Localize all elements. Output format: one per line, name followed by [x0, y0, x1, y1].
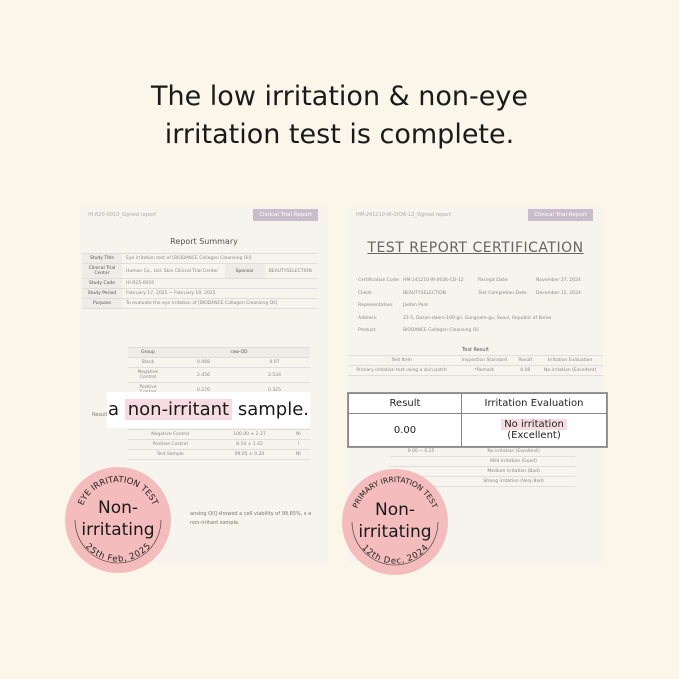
- badge-arc-bottom: 12th Dec, 2024: [360, 543, 431, 566]
- cell: HI-R25-0010: [122, 278, 317, 289]
- cell: *Remark: [455, 365, 514, 376]
- cell: 0.07: [239, 357, 310, 368]
- cell: 0.068: [168, 357, 239, 368]
- summary-table: Study Title Eye irritation test of [BIODA…: [82, 253, 317, 309]
- cell: Mild irritation (Good): [452, 456, 575, 467]
- cell: 99.65 ± 0.20: [212, 449, 287, 460]
- report-tag: Clinical Trial Report: [253, 209, 318, 221]
- cell: BEAUTYSELECTION: [264, 263, 317, 279]
- cell: Sponsor: [224, 263, 265, 279]
- report-code: HM-241210-IR-0036-12_Signed report: [356, 212, 452, 218]
- info-label: Address:: [358, 315, 378, 321]
- callout-text: sample.: [237, 399, 310, 420]
- badge-main-2: irritating: [81, 520, 155, 540]
- info-value: BIODANCE Collagen Cleansing Oil: [403, 328, 479, 333]
- badge-main-1: Non-: [97, 498, 139, 518]
- headline-line-1: The low irritation & non-eye: [151, 81, 528, 112]
- eye-irritation-badge: EYE IRRITATION TEST 25th Feb, 2025 Non-i…: [65, 467, 171, 573]
- info-value: BEAUTYSELECTION: [403, 290, 446, 296]
- cell: Human Co., Ltd. Skin Clinical Trial Cent…: [122, 263, 225, 279]
- non-irritant-callout: a non-irritant sample.: [107, 392, 310, 428]
- cell: 100.00 ± 2.27: [212, 429, 287, 440]
- cell: Negative Control: [128, 429, 213, 440]
- badge-main-1: Non-: [374, 500, 416, 520]
- info-label: Certification Code:: [358, 278, 400, 283]
- cell: Clinical Trial Center: [82, 263, 122, 279]
- evaluation-header: Irritation Evaluation: [461, 393, 607, 414]
- od-table: Group raw-OD Blank 0.068 0.07 Negative Cont…: [128, 347, 310, 398]
- result-callout: Result Irritation Evaluation 0.00 No irrit…: [347, 392, 608, 448]
- certificate-info: Certification Code: HM-241210-IR-0036-CD-…: [358, 275, 581, 338]
- badge-main-2: irritating: [358, 522, 432, 542]
- cell: 0.00: [513, 365, 538, 376]
- callout-text: a: [107, 399, 119, 420]
- headline: The low irritation & non-eye irritation …: [0, 78, 679, 154]
- test-result-table: Test Item Inspection Standard Result Irrita…: [348, 355, 603, 376]
- primary-irritation-badge: PRIMARY IRRITATION TEST 12th Dec, 2024 N…: [342, 469, 448, 575]
- result-value: 0.00: [348, 413, 462, 447]
- cell: To evaluate the eye irritation of [BIODA…: [122, 298, 317, 309]
- evaluation-highlight: No irritation: [501, 419, 567, 430]
- result-header: Result: [348, 393, 462, 414]
- cell: 0.00 ~ 0.25: [390, 446, 453, 457]
- cell: Positive Control: [128, 439, 213, 450]
- info-label: Representative:: [358, 303, 394, 308]
- cell: raw-OD: [168, 347, 310, 358]
- viability-table: Negative Control 100.00 ± 2.27 NI Positive…: [128, 429, 310, 460]
- info-value: 22-5, Dosan-daero 100-gil, Gangnam-gu, S…: [403, 315, 552, 321]
- info-label: Client:: [358, 290, 373, 296]
- info-label: Receipt Date:: [478, 278, 509, 283]
- conclusion: ansing Oil] showed a cell viability of 9…: [190, 511, 312, 526]
- svg-text:25th Feb, 2025: 25th Feb, 2025: [83, 542, 153, 565]
- cell: Inspection Standard: [455, 355, 514, 366]
- cell: NI: [286, 429, 310, 440]
- cell: Primary irritation test using a skin pat…: [348, 365, 456, 376]
- info-value: HM-241210-IR-0036-CD-12: [403, 278, 464, 283]
- info-label: Product:: [358, 328, 377, 333]
- cell: [390, 456, 453, 467]
- callout-highlight: non-irritant: [124, 399, 233, 420]
- cell: Test Item: [348, 355, 456, 366]
- test-result-label: Test Result: [462, 347, 489, 353]
- cell: February 17, 2025 ~ February 19, 2025: [122, 288, 317, 299]
- cell: 2.456: [168, 367, 239, 383]
- info-label: Test Completion Date:: [478, 290, 528, 296]
- svg-text:12th Dec, 2024: 12th Dec, 2024: [360, 543, 431, 566]
- cell: Purpose: [82, 298, 122, 309]
- cell: No irritation (Excellent): [537, 365, 603, 376]
- cell: Study Period: [82, 288, 122, 299]
- cell: Test Sample: [128, 449, 213, 460]
- cell: No irritation (Excellent): [452, 446, 575, 457]
- certificate-title: TEST REPORT CERTIFICATION: [367, 240, 584, 256]
- badge-arc-bottom: 25th Feb, 2025: [83, 542, 153, 565]
- report-code: HI-R25-0010_Signed report: [88, 212, 157, 218]
- cell: Strong irritation (Very Bad): [452, 476, 575, 487]
- cell: Medium irritation (Bad): [452, 466, 575, 477]
- headline-line-2: irritation test is complete.: [164, 119, 515, 150]
- cell: Negative Control: [128, 367, 168, 383]
- result-label: Result: [92, 412, 108, 418]
- evaluation-value: No irritation (Excellent): [461, 413, 607, 447]
- info-value: Jaebin Park: [403, 303, 428, 308]
- evaluation-grade: (Excellent): [507, 430, 561, 441]
- report-tag: Clinical Trial Report: [528, 209, 593, 221]
- cell: 8.54 ± 1.42: [212, 439, 287, 450]
- cell: Irritation Evaluation: [537, 355, 603, 366]
- cell: Study Code: [82, 278, 122, 289]
- cell: 2.534: [239, 367, 310, 383]
- cell: Result: [513, 355, 538, 366]
- cell: Group: [128, 347, 168, 358]
- cell: NI: [286, 449, 310, 460]
- cell: Eye irritation test of [BIODANCE Collage…: [122, 253, 317, 264]
- report-title: Report Summary: [170, 237, 238, 246]
- cell: I: [286, 439, 310, 450]
- cell: Study Title: [82, 253, 122, 264]
- cell: Blank: [128, 357, 168, 368]
- scale-table: 0.00 ~ 0.25 No irritation (Excellent) Mil…: [390, 446, 575, 487]
- info-value: November 27, 2024: [536, 278, 581, 283]
- info-value: December 12, 2024: [536, 290, 581, 296]
